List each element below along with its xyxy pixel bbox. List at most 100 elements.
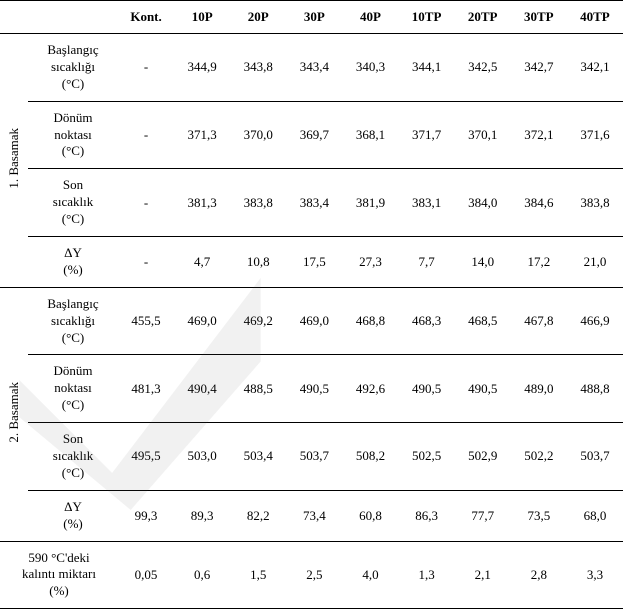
- footer-cell: 1,5: [230, 541, 286, 609]
- table-row: Dönümnoktası(°C)-371,3370,0369,7368,1371…: [0, 101, 623, 169]
- data-cell: 467,8: [511, 287, 567, 355]
- data-cell: 488,5: [230, 355, 286, 423]
- data-cell: 371,7: [399, 101, 455, 169]
- data-cell: -: [118, 237, 174, 288]
- group-label: 2. Basamak: [6, 382, 22, 443]
- data-cell: 502,9: [455, 423, 511, 491]
- footer-cell: 1,3: [399, 541, 455, 609]
- data-cell: 490,5: [399, 355, 455, 423]
- col-header: Kont.: [118, 1, 174, 34]
- row-label: Dönümnoktası(°C): [28, 101, 118, 169]
- footer-cell: 2,5: [286, 541, 342, 609]
- table-container: Kont. 10P 20P 30P 40P 10TP 20TP 30TP 40T…: [0, 0, 623, 609]
- data-cell: 489,0: [511, 355, 567, 423]
- data-cell: 77,7: [455, 490, 511, 541]
- data-cell: 73,5: [511, 490, 567, 541]
- col-header: 20P: [230, 1, 286, 34]
- table-header: Kont. 10P 20P 30P 40P 10TP 20TP 30TP 40T…: [0, 1, 623, 34]
- row-label: Sonsıcaklık(°C): [28, 423, 118, 491]
- data-cell: 10,8: [230, 237, 286, 288]
- row-label-text: Dönümnoktası(°C): [54, 110, 93, 159]
- data-cell: 490,5: [286, 355, 342, 423]
- data-cell: 372,1: [511, 101, 567, 169]
- data-cell: -: [118, 101, 174, 169]
- data-cell: 383,4: [286, 169, 342, 237]
- data-cell: 344,1: [399, 34, 455, 102]
- table-row: Sonsıcaklık(°C) 495,5503,0503,4503,7508,2…: [0, 423, 623, 491]
- data-cell: 468,8: [342, 287, 398, 355]
- row-label-text: ΔY(%): [63, 245, 83, 277]
- data-cell: 488,8: [567, 355, 623, 423]
- data-cell: 466,9: [567, 287, 623, 355]
- data-cell: 27,3: [342, 237, 398, 288]
- table-row: Dönümnoktası(°C)481,3490,4488,5490,5492,…: [0, 355, 623, 423]
- data-cell: 82,2: [230, 490, 286, 541]
- row-label-text: Başlangıçsıcaklığı(°C): [47, 42, 98, 91]
- data-cell: 371,3: [174, 101, 230, 169]
- data-cell: 384,0: [455, 169, 511, 237]
- data-cell: 490,5: [455, 355, 511, 423]
- data-cell: 17,2: [511, 237, 567, 288]
- data-cell: 381,9: [342, 169, 398, 237]
- data-cell: 370,0: [230, 101, 286, 169]
- data-cell: 4,7: [174, 237, 230, 288]
- data-cell: 384,6: [511, 169, 567, 237]
- data-cell: 383,1: [399, 169, 455, 237]
- data-cell: 502,5: [399, 423, 455, 491]
- footer-cell: 0,6: [174, 541, 230, 609]
- data-cell: 89,3: [174, 490, 230, 541]
- footer-row: 590 °C'dekikalıntı miktarı(%)0,050,61,52…: [0, 541, 623, 609]
- data-cell: 495,5: [118, 423, 174, 491]
- data-cell: 86,3: [399, 490, 455, 541]
- data-cell: 68,0: [567, 490, 623, 541]
- col-header: 40P: [342, 1, 398, 34]
- table-row: ΔY(%)-4,710,817,527,37,714,017,221,0: [0, 237, 623, 288]
- data-cell: 73,4: [286, 490, 342, 541]
- data-cell: 468,3: [399, 287, 455, 355]
- row-label: ΔY(%): [28, 237, 118, 288]
- header-blank-2: [28, 1, 118, 34]
- col-header: 30TP: [511, 1, 567, 34]
- data-cell: 344,9: [174, 34, 230, 102]
- footer-cell: 3,3: [567, 541, 623, 609]
- data-cell: 343,4: [286, 34, 342, 102]
- row-label: ΔY(%): [28, 490, 118, 541]
- data-cell: 342,7: [511, 34, 567, 102]
- data-cell: 342,5: [455, 34, 511, 102]
- data-cell: 469,0: [286, 287, 342, 355]
- row-label-text: 590 °C'dekikalıntı miktarı(%): [22, 550, 96, 599]
- table-row: ΔY(%)99,389,382,273,460,886,377,773,568,…: [0, 490, 623, 541]
- group-label: 1. Basamak: [6, 128, 22, 189]
- data-cell: 503,0: [174, 423, 230, 491]
- data-cell: 508,2: [342, 423, 398, 491]
- col-header: 10P: [174, 1, 230, 34]
- data-cell: 469,0: [174, 287, 230, 355]
- row-label-text: ΔY(%): [63, 499, 83, 531]
- row-label-text: Sonsıcaklık(°C): [53, 177, 93, 226]
- data-cell: 17,5: [286, 237, 342, 288]
- data-cell: 14,0: [455, 237, 511, 288]
- footer-cell: 0,05: [118, 541, 174, 609]
- data-cell: 481,3: [118, 355, 174, 423]
- data-cell: 503,4: [230, 423, 286, 491]
- data-cell: 503,7: [286, 423, 342, 491]
- data-cell: 383,8: [230, 169, 286, 237]
- table-row: Sonsıcaklık(°C)-381,3383,8383,4381,9383,…: [0, 169, 623, 237]
- data-cell: 468,5: [455, 287, 511, 355]
- data-cell: 383,8: [567, 169, 623, 237]
- data-cell: 368,1: [342, 101, 398, 169]
- data-cell: 455,5: [118, 287, 174, 355]
- table-body: 1. BasamakBaşlangıçsıcaklığı(°C)-344,934…: [0, 34, 623, 609]
- header-blank-1: [0, 1, 28, 34]
- row-label: Dönümnoktası(°C): [28, 355, 118, 423]
- row-label-text: Başlangıçsıcaklığı(°C): [47, 296, 98, 345]
- data-cell: 369,7: [286, 101, 342, 169]
- footer-cell: 4,0: [342, 541, 398, 609]
- footer-cell: 2,8: [511, 541, 567, 609]
- data-cell: 343,8: [230, 34, 286, 102]
- footer-cell: 2,1: [455, 541, 511, 609]
- row-label-text: Sonsıcaklık(°C): [53, 431, 93, 480]
- data-cell: 7,7: [399, 237, 455, 288]
- data-cell: 371,6: [567, 101, 623, 169]
- data-cell: 342,1: [567, 34, 623, 102]
